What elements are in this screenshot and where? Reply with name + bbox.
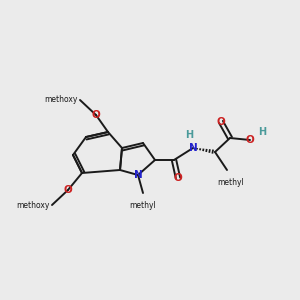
- Text: methyl: methyl: [218, 178, 244, 187]
- Text: methyl: methyl: [130, 201, 156, 210]
- Text: N: N: [134, 170, 142, 180]
- Text: O: O: [64, 185, 72, 195]
- Text: O: O: [217, 117, 225, 127]
- Text: H: H: [258, 127, 266, 137]
- Text: methoxy: methoxy: [45, 95, 78, 104]
- Text: O: O: [174, 173, 182, 183]
- Text: O: O: [246, 135, 254, 145]
- Text: H: H: [185, 130, 193, 140]
- Text: methoxy: methoxy: [16, 200, 50, 209]
- Text: O: O: [92, 110, 100, 120]
- Text: N: N: [189, 143, 197, 153]
